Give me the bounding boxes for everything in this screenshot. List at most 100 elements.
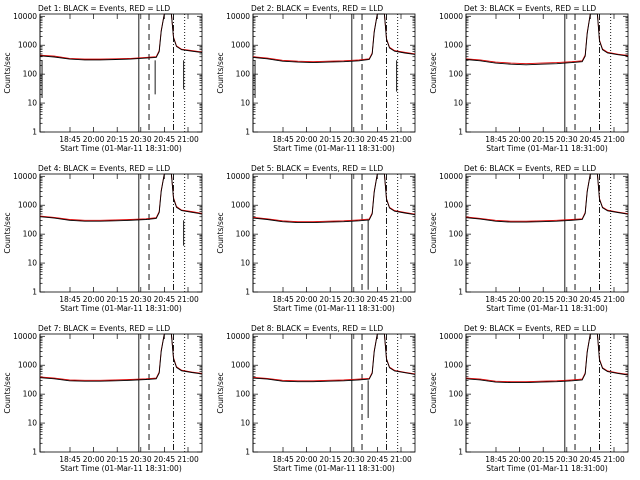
y-tick-label: 1000 [231,201,250,210]
y-axis-label: Counts/sec [3,52,12,93]
x-tick-label: 20:45 [154,295,176,304]
y-tick-label: 1000 [444,41,463,50]
y-tick-label: 1 [245,288,250,297]
events-series-line [465,173,629,223]
events-series-line [465,13,629,66]
plot-frame [252,173,416,293]
chart-title: Det 1: BLACK = Events, RED = LLD [38,4,170,13]
y-tick-label: 100 [23,390,38,399]
x-tick-label: 21:00 [603,295,625,304]
y-axis-label: Counts/sec [3,212,12,253]
events-series-line [252,333,416,383]
x-tick-label: 20:00 [296,455,318,464]
y-tick-label: 10 [453,99,463,108]
y-tick-label: 10000 [226,12,250,21]
x-tick-label: 20:15 [106,135,128,144]
y-tick-label: 10000 [13,172,37,181]
x-tick-label: 20:15 [319,135,341,144]
x-tick-label: 20:00 [296,295,318,304]
lld-series-line [39,13,203,60]
plot-frame [39,173,203,293]
y-tick-label: 1 [32,288,37,297]
x-tick-label: 21:00 [390,455,412,464]
x-tick-label: 20:30 [130,135,152,144]
x-tick-label: 18:45 [485,295,507,304]
x-axis-label: Start Time (01-Mar-11 18:31:00) [273,304,395,313]
y-tick-label: 100 [449,230,464,239]
y-tick-label: 1000 [231,41,250,50]
x-tick-label: 20:15 [532,455,554,464]
chart-title: Det 4: BLACK = Events, RED = LLD [38,164,170,173]
x-tick-label: 20:30 [130,295,152,304]
y-axis-label: Counts/sec [429,372,438,413]
x-tick-label: 20:30 [343,135,365,144]
y-tick-label: 10 [453,259,463,268]
events-series-line [39,333,203,382]
y-axis-label: Counts/sec [216,212,225,253]
x-tick-label: 20:15 [319,295,341,304]
x-tick-label: 21:00 [177,455,199,464]
y-tick-label: 1000 [444,361,463,370]
y-tick-label: 100 [449,70,464,79]
x-axis-label: Start Time (01-Mar-11 18:31:00) [60,304,182,313]
x-axis-label: Start Time (01-Mar-11 18:31:00) [486,464,608,473]
events-series-line [252,173,416,224]
lld-series-line [465,173,629,222]
y-tick-label: 100 [236,390,251,399]
plot-frame [252,333,416,453]
chart-title: Det 5: BLACK = Events, RED = LLD [251,164,383,173]
x-tick-label: 21:00 [177,135,199,144]
y-tick-label: 100 [236,230,251,239]
lld-series-line [465,13,629,65]
x-tick-label: 18:45 [59,455,81,464]
y-tick-label: 1000 [18,41,37,50]
plot-frame [465,13,629,133]
x-tick-label: 20:15 [319,455,341,464]
x-tick-label: 20:30 [556,135,578,144]
x-tick-label: 20:30 [556,455,578,464]
x-tick-label: 20:00 [509,135,531,144]
y-axis-label: Counts/sec [216,52,225,93]
x-axis-label: Start Time (01-Mar-11 18:31:00) [273,464,395,473]
x-tick-label: 20:15 [532,135,554,144]
y-tick-label: 10 [240,419,250,428]
y-axis-label: Counts/sec [429,212,438,253]
y-tick-label: 1000 [18,361,37,370]
x-tick-label: 20:15 [106,455,128,464]
events-series-line [465,333,629,384]
chart-title: Det 9: BLACK = Events, RED = LLD [464,324,596,333]
y-tick-label: 10 [240,99,250,108]
events-series-line [39,173,203,222]
x-axis-label: Start Time (01-Mar-11 18:31:00) [60,464,182,473]
x-tick-label: 20:45 [367,455,389,464]
y-tick-label: 10 [240,259,250,268]
y-axis-label: Counts/sec [429,52,438,93]
x-tick-label: 21:00 [177,295,199,304]
lld-series-line [252,333,416,382]
detector-chart-1: Det 1: BLACK = Events, RED = LLD Counts/s… [3,4,203,153]
y-tick-label: 10 [27,99,37,108]
y-tick-label: 1 [32,448,37,457]
plot-frame [39,333,203,453]
y-tick-label: 100 [23,70,38,79]
x-tick-label: 21:00 [603,135,625,144]
x-tick-label: 20:45 [367,135,389,144]
x-tick-label: 20:00 [83,295,105,304]
y-tick-label: 10000 [226,332,250,341]
detector-chart-7: Det 7: BLACK = Events, RED = LLD Counts/s… [3,324,203,473]
x-axis-label: Start Time (01-Mar-11 18:31:00) [486,144,608,153]
chart-title: Det 2: BLACK = Events, RED = LLD [251,4,383,13]
chart-title: Det 7: BLACK = Events, RED = LLD [38,324,170,333]
y-tick-label: 100 [23,230,38,239]
x-tick-label: 21:00 [390,295,412,304]
y-tick-label: 100 [236,70,251,79]
lld-series-line [252,13,416,63]
x-axis-label: Start Time (01-Mar-11 18:31:00) [60,144,182,153]
x-tick-label: 18:45 [59,295,81,304]
x-tick-label: 20:30 [343,295,365,304]
detector-chart-3: Det 3: BLACK = Events, RED = LLD Counts/s… [429,4,629,153]
lld-series-line [39,173,203,221]
plot-frame [39,13,203,133]
lld-series-line [39,333,203,381]
